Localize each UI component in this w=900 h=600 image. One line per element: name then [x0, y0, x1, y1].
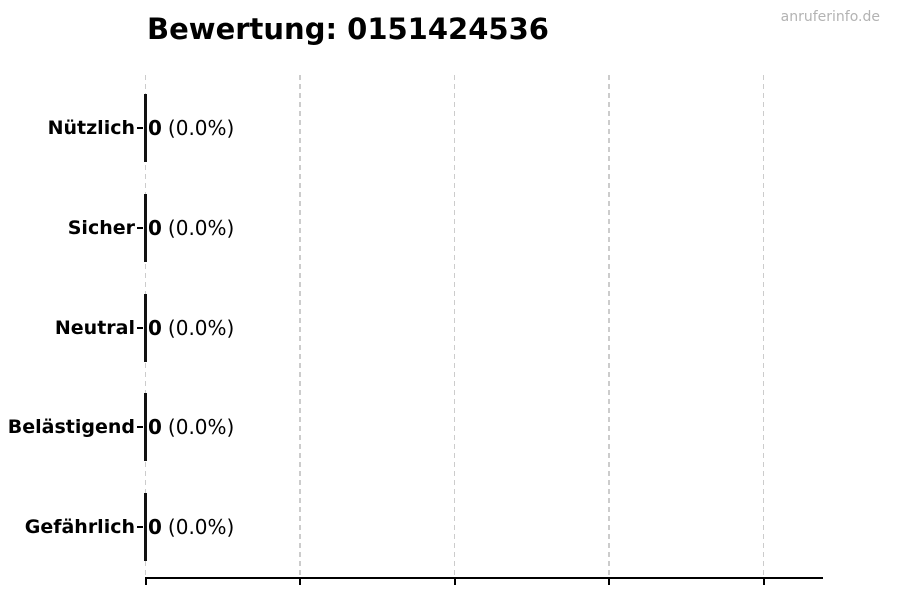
- bar-count: 0: [148, 116, 162, 140]
- y-axis-tick: [137, 227, 143, 229]
- bar: [143, 194, 147, 262]
- gridline: [762, 75, 764, 577]
- x-axis-tick: [762, 579, 765, 585]
- bar-value: 0 (0.0%): [148, 316, 234, 340]
- bar-percent: (0.0%): [167, 515, 235, 539]
- bar: [143, 493, 147, 561]
- bar-count: 0: [148, 316, 162, 340]
- bar-percent: (0.0%): [167, 116, 235, 140]
- x-axis-tick: [453, 579, 456, 585]
- y-axis-tick: [137, 426, 143, 428]
- bar-value: 0 (0.0%): [148, 415, 234, 439]
- bar-value: 0 (0.0%): [148, 515, 234, 539]
- y-axis-tick: [137, 526, 143, 528]
- category-label: Neutral: [54, 317, 135, 339]
- gridline: [299, 75, 301, 577]
- x-axis-tick: [299, 579, 301, 585]
- watermark: anruferinfo.de: [780, 9, 880, 25]
- bar-percent: (0.0%): [167, 216, 235, 240]
- y-axis-tick: [137, 327, 143, 329]
- x-axis-tick: [144, 579, 147, 585]
- category-label: Gefährlich: [24, 516, 135, 538]
- chart-title: Bewertung: 0151424536: [147, 12, 549, 46]
- x-axis-tick: [608, 579, 610, 585]
- bar-count: 0: [148, 216, 162, 240]
- bar-percent: (0.0%): [167, 316, 235, 340]
- y-axis-tick: [137, 127, 143, 129]
- bar-value: 0 (0.0%): [148, 116, 234, 140]
- category-label: Nützlich: [47, 117, 135, 139]
- bar-percent: (0.0%): [167, 415, 235, 439]
- bar-count: 0: [148, 415, 162, 439]
- bar-count: 0: [148, 515, 162, 539]
- x-axis-line: [145, 577, 823, 579]
- category-label: Belästigend: [7, 416, 135, 438]
- bar: [143, 294, 147, 362]
- bar: [143, 94, 147, 162]
- gridline: [453, 75, 455, 577]
- category-label: Sicher: [67, 217, 135, 239]
- bar: [143, 393, 147, 461]
- gridline: [608, 75, 610, 577]
- bar-value: 0 (0.0%): [148, 216, 234, 240]
